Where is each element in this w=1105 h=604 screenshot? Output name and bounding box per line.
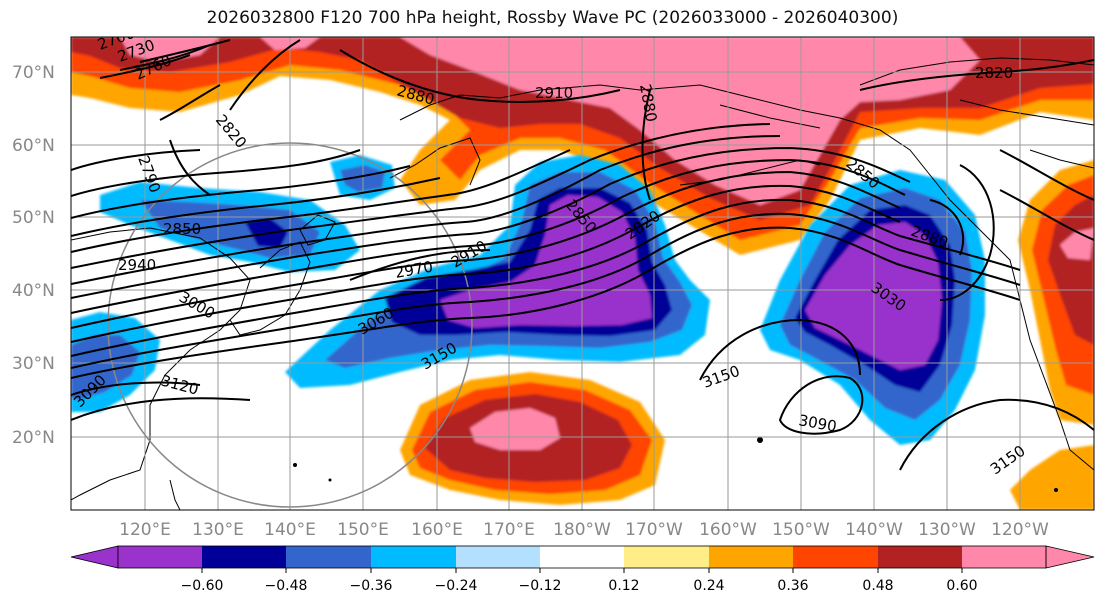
contour-label: 2940 [118, 256, 156, 274]
colorbar-tick-label: −0.60 [181, 578, 224, 594]
lat-label: 40°N [12, 281, 55, 301]
colorbar-segment [624, 546, 709, 568]
lon-label: 120°W [991, 520, 1049, 540]
colorbar-tick-label: 0.48 [862, 578, 893, 594]
lon-label: 140°E [264, 520, 316, 540]
colorbar-segment [962, 546, 1046, 568]
colorbar-tick-label: 0.36 [777, 578, 808, 594]
lon-label: 140°W [845, 520, 903, 540]
colorbar-segment [793, 546, 878, 568]
contour-label: 2820 [975, 64, 1013, 82]
colorbar-segment [456, 546, 540, 568]
lon-label: 130°W [918, 520, 976, 540]
lon-label: 160°W [699, 520, 757, 540]
colorbar-segment [371, 546, 456, 568]
lat-label: 20°N [12, 428, 55, 448]
islands [293, 437, 1058, 492]
lat-label: 70°N [12, 63, 55, 83]
lon-label: 180°W [553, 520, 611, 540]
colorbar-tick-label: 0.24 [693, 578, 724, 594]
colorbar-segment [878, 546, 962, 568]
longitude-labels: 120°E 130°E 140°E 150°E 160°E 170°E 180°… [119, 520, 1049, 540]
colorbar-tick-label: −0.12 [519, 578, 562, 594]
lon-label: 170°E [483, 520, 535, 540]
lon-label: 170°W [625, 520, 683, 540]
colorbar-tick-label: 0.12 [608, 578, 639, 594]
colorbar-segment [1045, 545, 1095, 569]
positive-anomaly-subtropics [400, 372, 665, 505]
height-contours [71, 39, 1094, 471]
colorbar-segment [286, 546, 371, 568]
colorbar-segment [70, 545, 119, 569]
colorbar-tick-label: 0.60 [946, 578, 977, 594]
map-area: 2700 2730 2760 2880 2910 2880 2820 2820 … [71, 37, 1094, 510]
colorbar-segment [540, 546, 624, 568]
positive-anomaly-east [1010, 160, 1094, 510]
lat-label: 30°N [12, 354, 55, 374]
latitude-labels: 70°N 60°N 50°N 40°N 30°N 20°N [12, 63, 55, 448]
contour-label: 2910 [535, 84, 573, 102]
negative-anomaly-west [71, 155, 395, 412]
lon-label: 150°E [337, 520, 389, 540]
map-border [70, 36, 1095, 511]
lat-label: 60°N [12, 136, 55, 156]
colorbar: −0.60 −0.48 −0.36 −0.24 −0.12 0.12 0.24 … [70, 545, 1095, 594]
lon-label: 130°E [192, 520, 244, 540]
lon-label: 160°E [411, 520, 463, 540]
colorbar-tick-label: −0.24 [435, 578, 478, 594]
map-title: 2026032800 F120 700 hPa height, Rossby W… [206, 8, 899, 28]
domain-circle [107, 142, 473, 508]
colorbar-segment [118, 546, 202, 568]
colorbar-segment [202, 546, 286, 568]
colorbar-tick-label: −0.36 [350, 578, 393, 594]
lon-label: 120°E [119, 520, 171, 540]
lat-label: 50°N [12, 208, 55, 228]
contour-label: 2850 [163, 220, 201, 238]
colorbar-segment [709, 546, 793, 568]
lon-label: 150°W [772, 520, 830, 540]
colorbar-tick-label: −0.48 [265, 578, 308, 594]
